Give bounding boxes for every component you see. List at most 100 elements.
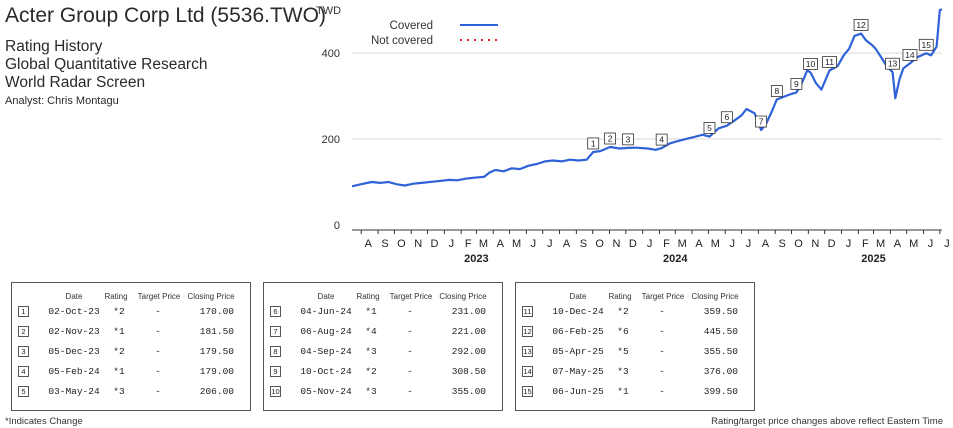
rating-number-box: 12 bbox=[522, 326, 533, 337]
footnote-time: Rating/target price changes above reflec… bbox=[711, 416, 943, 427]
cell-target: - bbox=[659, 386, 665, 397]
table-row: 15 06-Jun-25 *1 - 399.50 bbox=[516, 383, 754, 401]
rating-number-box: 9 bbox=[270, 366, 281, 377]
cell-date: 06-Feb-25 bbox=[552, 326, 604, 337]
table-row: 1 02-Oct-23 *2 - 170.00 bbox=[12, 303, 250, 321]
report-header: Acter Group Corp Ltd (5536.TWO) Rating H… bbox=[5, 4, 326, 109]
cell-date: 03-May-24 bbox=[48, 386, 100, 397]
cell-close: 179.00 bbox=[199, 366, 234, 377]
rating-number-box: 13 bbox=[522, 346, 533, 357]
cell-target: - bbox=[155, 306, 161, 317]
cell-rating: *1 bbox=[365, 306, 377, 317]
cell-target: - bbox=[659, 306, 665, 317]
rating-marker-box bbox=[770, 85, 783, 97]
cell-rating: *2 bbox=[617, 306, 629, 317]
cell-date: 02-Oct-23 bbox=[48, 306, 100, 317]
x-tick-label: N bbox=[613, 238, 621, 250]
table-row: 8 04-Sep-24 *3 - 292.00 bbox=[264, 343, 502, 361]
rating-marker-label: 15 bbox=[922, 40, 932, 50]
rating-number-box: 5 bbox=[18, 386, 29, 397]
x-tick-label: F bbox=[663, 238, 670, 250]
x-tick-label: M bbox=[711, 238, 720, 250]
analyst-name: Analyst: Chris Montagu bbox=[5, 95, 119, 107]
cell-close: 231.00 bbox=[451, 306, 486, 317]
x-tick-label: M bbox=[512, 238, 521, 250]
rating-marker-label: 6 bbox=[724, 112, 729, 122]
cell-close: 292.00 bbox=[451, 346, 486, 357]
cell-date: 02-Nov-23 bbox=[48, 326, 100, 337]
rating-number-box: 10 bbox=[270, 386, 281, 397]
cell-target: - bbox=[155, 326, 161, 337]
column-header: Rating bbox=[608, 292, 632, 301]
cell-rating: *3 bbox=[617, 366, 629, 377]
cell-target: - bbox=[659, 346, 665, 357]
cell-date: 10-Oct-24 bbox=[300, 366, 352, 377]
cell-rating: *1 bbox=[113, 366, 125, 377]
legend-label: Not covered bbox=[371, 35, 433, 47]
rating-number-box: 7 bbox=[270, 326, 281, 337]
rating-marker-label: 12 bbox=[856, 20, 866, 30]
cell-rating: *3 bbox=[365, 346, 377, 357]
column-header: Target Price bbox=[137, 292, 181, 301]
table-row: 13 05-Apr-25 *5 - 355.50 bbox=[516, 343, 754, 361]
column-header: Rating bbox=[356, 292, 380, 301]
cell-date: 04-Sep-24 bbox=[300, 346, 352, 357]
x-tick-label: S bbox=[779, 238, 786, 250]
screen-name: World Radar Screen bbox=[5, 74, 146, 91]
table-row: 5 03-May-24 *3 - 206.00 bbox=[12, 383, 250, 401]
x-tick-label: N bbox=[811, 238, 819, 250]
column-header: Target Price bbox=[641, 292, 685, 301]
rating-marker-label: 14 bbox=[905, 50, 915, 60]
cell-target: - bbox=[407, 306, 413, 317]
rating-number-box: 14 bbox=[522, 366, 533, 377]
series-line bbox=[351, 8, 943, 188]
cell-target: - bbox=[407, 366, 413, 377]
company-title: Acter Group Corp Ltd (5536.TWO) bbox=[5, 4, 326, 27]
column-header: Closing Price bbox=[187, 292, 235, 301]
rating-marker-box bbox=[822, 56, 837, 68]
cell-date: 07-May-25 bbox=[552, 366, 604, 377]
cell-target: - bbox=[155, 366, 161, 377]
cell-rating: *4 bbox=[365, 326, 377, 337]
x-tick-label: A bbox=[894, 238, 902, 250]
cell-close: 359.50 bbox=[703, 306, 738, 317]
x-tick-label: M bbox=[678, 238, 687, 250]
x-tick-label: D bbox=[828, 238, 836, 250]
rating-table-1: Date Rating Target Price Closing Price 1 02-O… bbox=[11, 282, 251, 411]
x-tick-label: J bbox=[449, 238, 455, 250]
x-tick-label: J bbox=[944, 238, 950, 250]
rating-number-box: 15 bbox=[522, 386, 533, 397]
column-header: Rating bbox=[104, 292, 128, 301]
x-tick-label: J bbox=[746, 238, 752, 250]
cell-close: 181.50 bbox=[199, 326, 234, 337]
table-row: 2 02-Nov-23 *1 - 181.50 bbox=[12, 323, 250, 341]
cell-date: 05-Apr-25 bbox=[552, 346, 604, 357]
y-tick-label: 400 bbox=[322, 48, 340, 60]
cell-close: 221.00 bbox=[451, 326, 486, 337]
rating-number-box: 1 bbox=[18, 306, 29, 317]
research-group: Global Quantitative Research bbox=[5, 56, 208, 73]
rating-marker-box bbox=[604, 132, 616, 145]
cell-rating: *2 bbox=[113, 306, 125, 317]
x-tick-label: A bbox=[695, 238, 703, 250]
cell-rating: *1 bbox=[617, 386, 629, 397]
x-tick-label: S bbox=[580, 238, 587, 250]
y-tick-label: 0 bbox=[334, 220, 340, 232]
cell-date: 06-Aug-24 bbox=[300, 326, 352, 337]
rating-marker-box bbox=[755, 115, 767, 128]
rating-marker-box bbox=[885, 57, 900, 70]
cell-target: - bbox=[155, 386, 161, 397]
x-tick-label: A bbox=[365, 238, 373, 250]
rating-marker-box bbox=[902, 49, 918, 61]
column-header: Date bbox=[65, 292, 83, 301]
x-tick-label: A bbox=[563, 238, 571, 250]
x-tick-label: D bbox=[629, 238, 637, 250]
rating-number-box: 11 bbox=[522, 306, 533, 317]
rating-number-box: 4 bbox=[18, 366, 29, 377]
x-tick-label: A bbox=[497, 238, 505, 250]
x-tick-label: M bbox=[876, 238, 885, 250]
rating-marker-label: 8 bbox=[774, 86, 779, 96]
x-tick-label: D bbox=[431, 238, 439, 250]
year-label: 2024 bbox=[663, 253, 688, 265]
cell-target: - bbox=[407, 346, 413, 357]
